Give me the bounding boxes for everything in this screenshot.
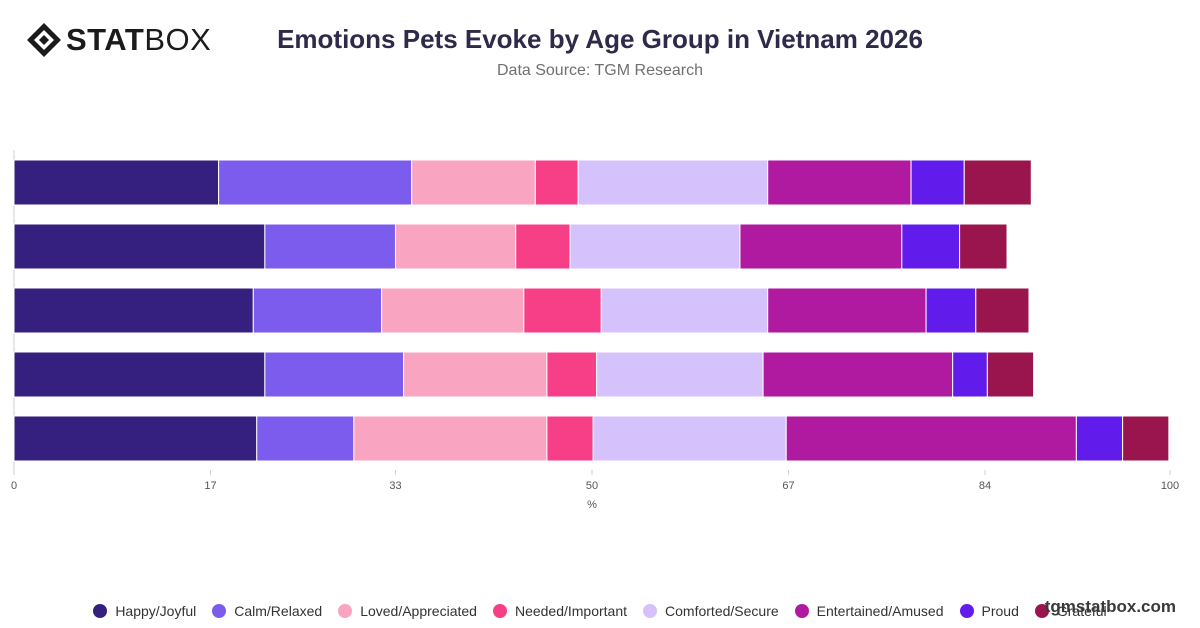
legend-item[interactable]: Comforted/Secure: [643, 603, 779, 619]
bar-segment: [13, 223, 266, 270]
bar-segment: [256, 415, 355, 462]
bar-segment: [13, 415, 258, 462]
bar-segment: [596, 351, 764, 398]
legend-label: Happy/Joyful: [115, 603, 197, 619]
bar-segment: [910, 159, 965, 206]
bar-segment: [986, 351, 1035, 398]
legend-swatch-icon: [492, 604, 507, 618]
statbox-logo: STATBOX: [26, 22, 211, 58]
watermark: tgmstatbox.com: [1044, 597, 1176, 616]
x-tick-label: 67: [782, 480, 794, 492]
diamond-logo-icon: [27, 23, 61, 57]
bar-segment: [252, 287, 383, 334]
legend-label: Entertained/Amused: [816, 603, 944, 619]
x-axis-label: %: [587, 499, 597, 511]
x-tick-label: 33: [389, 480, 401, 492]
legend-item[interactable]: Happy/Joyful: [93, 603, 196, 619]
x-tick-label: 84: [979, 480, 991, 492]
legend-item[interactable]: Proud: [959, 603, 1019, 619]
bar-segment: [963, 159, 1032, 206]
bar-segment: [600, 287, 769, 334]
legend-item[interactable]: Loved/Appreciated: [338, 603, 477, 619]
legend-item[interactable]: Calm/Relaxed: [212, 603, 322, 619]
bar-segment: [218, 159, 413, 206]
bar-segment: [975, 287, 1030, 334]
legend-swatch-icon: [1034, 604, 1049, 618]
bar-segment: [353, 415, 548, 462]
legend-swatch-icon: [93, 604, 108, 618]
bar-segment: [592, 415, 787, 462]
legend-item[interactable]: Needed/Important: [492, 603, 628, 619]
bar-segment: [411, 159, 536, 206]
legend-label: Comforted/Secure: [665, 603, 779, 619]
legend-swatch-icon: [338, 604, 353, 618]
x-tick-label: 50: [586, 480, 598, 492]
bar-segment: [523, 287, 602, 334]
bar-segment: [901, 223, 961, 270]
bar-segment: [394, 223, 517, 270]
logo-text-light: BOX: [144, 22, 212, 57]
chart-subtitle: Data Source: TGM Research: [496, 62, 703, 79]
chart-legend: Happy/Joyful Calm/Relaxed Loved/Appreciate…: [0, 601, 1200, 621]
logo-text-strong: STAT: [66, 22, 145, 57]
legend-swatch-icon: [212, 604, 227, 618]
logo-wordmark: STATBOX: [66, 22, 211, 58]
bar-segment: [739, 223, 903, 270]
bar-segment: [925, 287, 977, 334]
legend-label: Calm/Relaxed: [234, 603, 323, 619]
bar-segment: [952, 351, 988, 398]
legend-label: Proud: [981, 603, 1019, 619]
legend-item[interactable]: Entertained/Amused: [794, 603, 944, 619]
bar-segment: [515, 223, 571, 270]
legend-swatch-icon: [794, 604, 809, 618]
bar-segment: [403, 351, 548, 398]
bar-segment: [767, 287, 927, 334]
bar-segment: [546, 415, 594, 462]
legend-item[interactable]: Grateful: [1034, 603, 1107, 619]
bar-segment: [785, 415, 1077, 462]
bar-segment: [767, 159, 912, 206]
bar-segment: [959, 223, 1008, 270]
bar-segment: [762, 351, 954, 398]
bar-segment: [381, 287, 525, 334]
bar-segment: [534, 159, 579, 206]
bar-segment: [13, 287, 254, 334]
bar-segment: [13, 159, 220, 206]
x-tick-label: 100: [1161, 480, 1179, 492]
bar-segment: [1075, 415, 1124, 462]
bar-segment: [13, 351, 266, 398]
bar-segment: [577, 159, 769, 206]
x-tick-label: 17: [204, 480, 216, 492]
bar-segment: [1122, 415, 1170, 462]
bar-segment: [264, 223, 396, 270]
x-tick-label: 0: [11, 480, 17, 492]
bar-segment: [569, 223, 741, 270]
chart-title: Emotions Pets Evoke by Age Group in Viet…: [277, 24, 923, 54]
legend-swatch-icon: [643, 604, 658, 618]
legend-label: Grateful: [1056, 603, 1107, 619]
legend-label: Needed/Important: [514, 603, 628, 619]
bar-segment: [546, 351, 598, 398]
legend-swatch-icon: [959, 604, 974, 618]
legend-label: Loved/Appreciated: [360, 603, 477, 619]
bar-segment: [264, 351, 405, 398]
